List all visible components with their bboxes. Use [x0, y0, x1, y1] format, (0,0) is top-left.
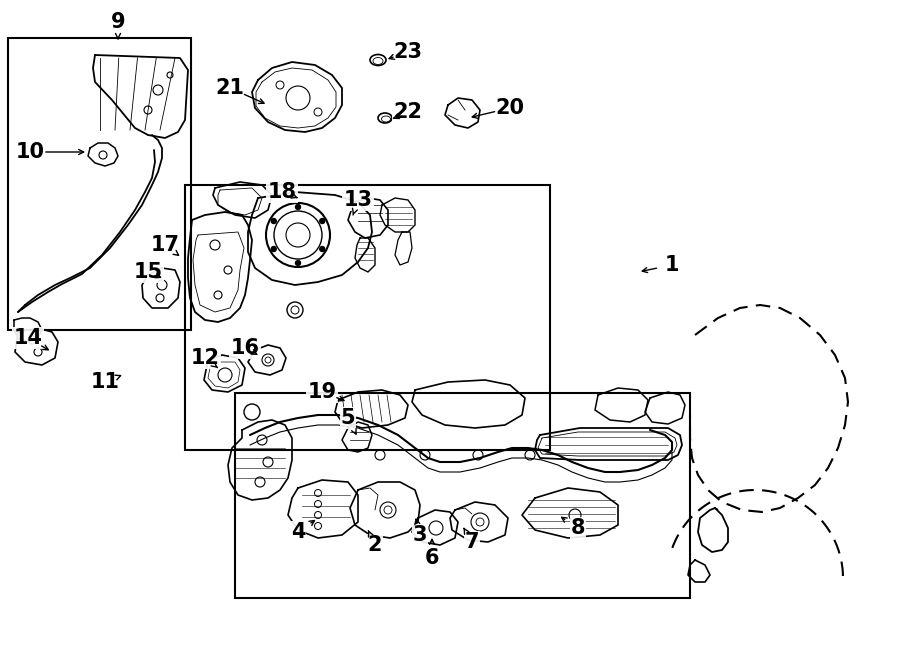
Bar [235, 393, 690, 598]
Text: 2: 2 [368, 535, 382, 555]
Bar [185, 185, 550, 450]
Text: 17: 17 [150, 235, 179, 255]
Circle shape [271, 247, 276, 251]
Text: 3: 3 [413, 525, 428, 545]
Text: 11: 11 [91, 372, 120, 392]
Text: 7: 7 [464, 532, 479, 552]
Text: 5: 5 [341, 408, 356, 428]
Text: 8: 8 [571, 518, 585, 538]
Circle shape [271, 219, 276, 223]
Text: 4: 4 [291, 522, 305, 542]
Text: 9: 9 [111, 12, 125, 32]
Circle shape [320, 247, 325, 251]
Text: 12: 12 [191, 348, 220, 368]
Text: 14: 14 [14, 328, 42, 348]
Text: 10: 10 [15, 142, 44, 162]
Text: 1: 1 [665, 255, 680, 275]
Circle shape [295, 260, 301, 266]
Text: 20: 20 [496, 98, 525, 118]
Text: 18: 18 [267, 182, 296, 202]
Text: 21: 21 [215, 78, 245, 98]
Text: 13: 13 [344, 190, 373, 210]
Text: 22: 22 [393, 102, 422, 122]
Circle shape [320, 219, 325, 223]
Bar [8, 38, 191, 330]
Text: 6: 6 [425, 548, 439, 568]
Text: 16: 16 [230, 338, 259, 358]
Circle shape [295, 204, 301, 210]
Text: 23: 23 [393, 42, 422, 62]
Text: 15: 15 [133, 262, 163, 282]
Text: 19: 19 [308, 382, 337, 402]
